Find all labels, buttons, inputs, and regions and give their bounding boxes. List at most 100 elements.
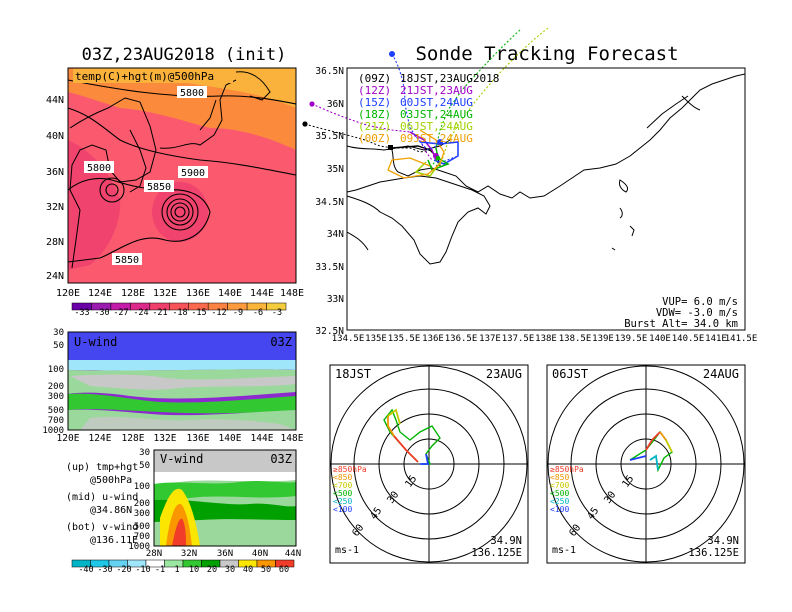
note-line: (bot) v-wind [66,522,138,533]
burst-text: Burst Alt= 34.0 km [624,318,738,330]
uwind-panel: U-wind 03Z [67,331,297,431]
cbar-tick: 50 [261,565,271,575]
wind-colorbar [71,559,295,568]
hodo-legend-item: ≥850hPa [550,465,584,474]
x-tick: 40N [252,549,268,559]
map500-lat-ticks: 44N 40N 36N 32N 28N 24N [46,95,64,282]
cbar-tick: -30 [97,565,112,575]
lon-tick: 141.5E [725,334,758,344]
launch-label: (18Z) [358,108,391,121]
launch-label: (21Z) [358,120,391,133]
main-title: Sonde Tracking Forecast [415,43,678,65]
lon-tick: 140E [218,288,242,299]
lon-tick: 144E [250,288,274,299]
cbar-tick: -3 [272,308,282,318]
launch-time: 09JST,24AUG [400,132,473,145]
cbar-tick: 10 [189,565,199,575]
y-tick: 50 [53,341,64,351]
hodo-unit: ms-1 [552,545,576,556]
x-tick: 132E [154,433,177,444]
contour-label: 5800 [87,163,111,174]
track-lon-ticks: 134.5E 135E 135.5E 136E 136.5E 137E 137.… [332,334,758,344]
lon-tick: 140.5E [672,334,705,344]
lon-tick: 124E [88,288,112,299]
x-tick: 128E [122,433,145,444]
panel-notes: (up) tmp+hgt @500hPa (mid) u-wind @34.86… [66,462,138,546]
launch-label: (12Z) [358,84,391,97]
lon-tick: 128E [121,288,145,299]
y-tick: 30 [139,448,150,458]
hodo-legend-item: <700 [550,481,569,490]
cbar-tick: -9 [233,308,243,318]
hodo-unit: ms-1 [335,545,359,556]
cbar-tick: -21 [152,308,167,318]
hodo-time: 18JST [335,367,371,381]
x-tick: 136E [187,433,210,444]
vwind-label: V-wind [160,452,203,466]
y-tick: 50 [139,461,150,471]
y-tick: 700 [134,532,150,542]
map-500hpa: 5800 5800 5850 5900 5850 temp(C)+hgt(m)@… [67,67,297,284]
hodo-legend-item: <850 [550,473,569,482]
cbar-tick: -1 [155,565,165,575]
cbar-tick: -20 [116,565,131,575]
launch-time: 21JST,23AUG [400,84,473,97]
hodo-lat: 34.9N [707,535,739,547]
contour-label: 5900 [181,168,205,179]
lon-tick: 137E [479,334,501,344]
vwind-y-ticks: 30 50 100 200 300 500 700 1000 [128,448,150,552]
lon-tick: 137.5E [502,334,535,344]
hodo-legend-item: <500 [333,489,352,498]
hodo-legend-item: <100 [550,505,569,514]
hodo-legend-item: <100 [333,505,352,514]
lat-tick: 34N [327,229,344,240]
colorbar-segment [275,559,295,568]
x-tick: 124E [89,433,112,444]
lat-tick: 40N [46,131,64,142]
lat-tick: 33N [327,294,344,305]
lon-tick: 141E [705,334,727,344]
lon-tick: 136E [186,288,210,299]
hodo-time: 06JST [552,367,588,381]
y-tick: 100 [134,482,150,492]
lon-tick: 139.5E [615,334,648,344]
cbar-tick: -33 [74,308,89,318]
uwind-time: 03Z [270,335,292,349]
vwind-time: 03Z [270,452,292,466]
hodograph-left: 18JST 23AUG 15 30 45 60 ms-1 34.9N 136.1… [329,364,529,564]
hodo-date: 24AUG [703,367,739,381]
launch-label: (00Z) [358,132,391,145]
left-title: 03Z,23AUG2018 (init) [82,45,287,65]
lat-tick: 35.5N [315,131,344,142]
x-tick: 28N [146,549,162,559]
colorbar-segment [266,302,287,311]
y-tick: 1000 [42,426,64,436]
cbar-tick: 20 [207,565,217,575]
hodo-date: 23AUG [486,367,522,381]
y-tick: 500 [134,522,150,532]
y-tick: 300 [48,392,64,402]
launch-time: 18JST,23AUG2018 [400,72,499,85]
lon-tick: 138E [535,334,557,344]
hodo-lon: 136.125E [471,547,522,559]
launch-label: (09Z) [358,72,391,85]
lon-tick: 136.5E [445,334,478,344]
note-line: (up) tmp+hgt [66,462,138,473]
lon-tick: 134.5E [332,334,365,344]
lat-tick: 36.5N [315,66,344,77]
hodo-legend-item: ≥850hPa [333,465,367,474]
note-line: @136.11E [90,535,138,546]
wind-colorbar-ticks: -40 -30 -20 -10 -1 1 10 20 30 40 50 60 [78,565,289,575]
lat-tick: 36N [327,99,344,110]
y-tick: 1000 [128,542,150,552]
hodo-legend-item: <250 [333,497,352,506]
lat-tick: 34.5N [315,197,344,208]
launch-time: 00JST,24AUG [400,96,473,109]
cbar-tick: 60 [279,565,289,575]
cbar-tick: -24 [133,308,148,318]
cbar-tick: -10 [135,565,150,575]
lat-tick: 35N [327,164,344,175]
x-tick: 144E [251,433,274,444]
